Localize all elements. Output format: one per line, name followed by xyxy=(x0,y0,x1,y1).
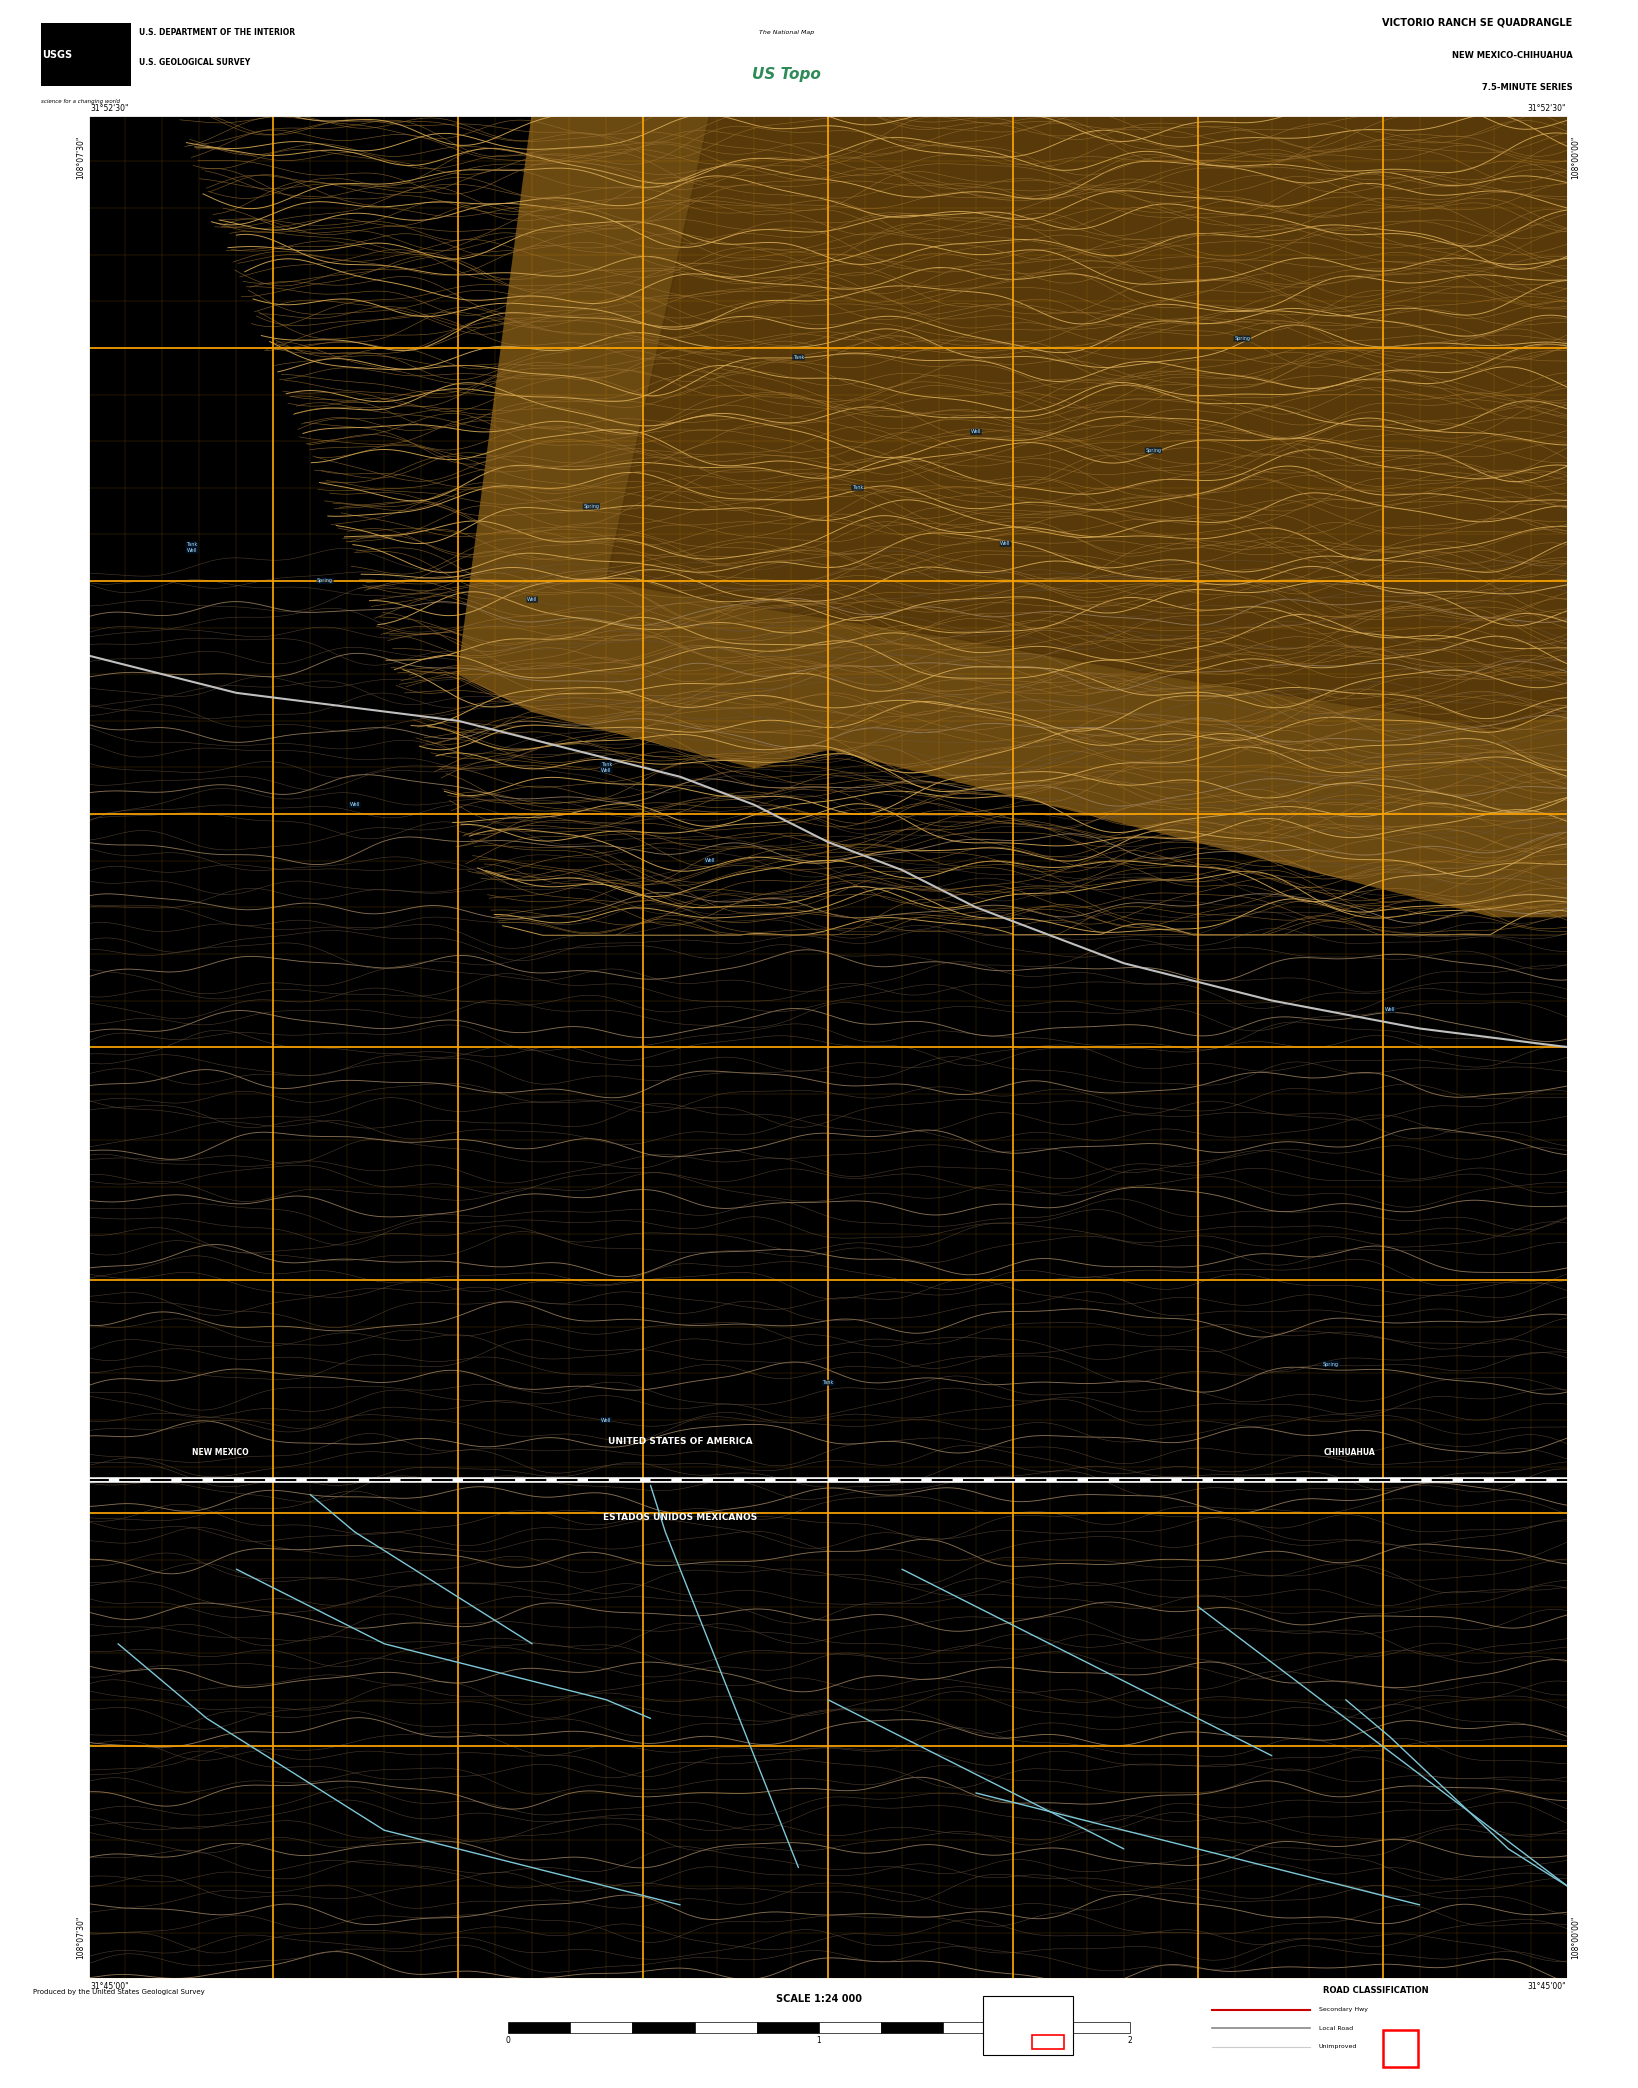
Polygon shape xyxy=(606,115,1568,731)
Text: Spring: Spring xyxy=(1145,449,1161,453)
Text: Well: Well xyxy=(1001,541,1011,547)
Text: Local Road: Local Road xyxy=(1319,2025,1353,2032)
Text: Well: Well xyxy=(1384,1006,1396,1013)
Text: 1: 1 xyxy=(817,2036,821,2046)
Text: Tank
Well: Tank Well xyxy=(601,762,611,773)
Text: NEW MEXICO-CHIHUAHUA: NEW MEXICO-CHIHUAHUA xyxy=(1451,50,1572,61)
Text: VICTORIO RANCH SE QUADRANGLE: VICTORIO RANCH SE QUADRANGLE xyxy=(1382,19,1572,27)
Text: The National Map: The National Map xyxy=(758,29,814,35)
Text: Tank: Tank xyxy=(852,484,863,491)
Text: ROAD CLASSIFICATION: ROAD CLASSIFICATION xyxy=(1324,1986,1428,1994)
Text: 31°52'30": 31°52'30" xyxy=(90,104,129,113)
Bar xyxy=(41,23,131,86)
Bar xyxy=(570,2023,632,2034)
Text: Well: Well xyxy=(349,802,360,808)
Text: U.S. DEPARTMENT OF THE INTERIOR: U.S. DEPARTMENT OF THE INTERIOR xyxy=(139,27,295,38)
Text: Unimproved: Unimproved xyxy=(1319,2044,1356,2048)
Bar xyxy=(819,2023,881,2034)
Text: US Topo: US Topo xyxy=(752,67,821,81)
Bar xyxy=(695,2023,757,2034)
Text: Tank: Tank xyxy=(822,1380,834,1384)
Text: CHIHUAHUA: CHIHUAHUA xyxy=(1324,1449,1376,1457)
Bar xyxy=(632,2023,695,2034)
Text: Well: Well xyxy=(971,430,981,434)
Text: Spring: Spring xyxy=(1233,336,1250,340)
Bar xyxy=(508,2023,570,2034)
Text: Well: Well xyxy=(527,597,537,601)
Text: SCALE 1:24 000: SCALE 1:24 000 xyxy=(776,1994,862,2004)
Text: 108°00'00": 108°00'00" xyxy=(1571,1915,1579,1959)
Text: 31°45'00": 31°45'00" xyxy=(1527,1982,1566,1990)
Bar xyxy=(1068,2023,1130,2034)
Text: 0: 0 xyxy=(506,2036,509,2046)
Text: Well: Well xyxy=(704,858,714,862)
Text: NEW MEXICO: NEW MEXICO xyxy=(192,1449,249,1457)
Bar xyxy=(983,1996,1073,2055)
Text: Tank
Well: Tank Well xyxy=(187,543,198,553)
Bar xyxy=(943,2023,1006,2034)
Text: 108°00'00": 108°00'00" xyxy=(1571,136,1579,180)
Text: 7.5-MINUTE SERIES: 7.5-MINUTE SERIES xyxy=(1482,84,1572,92)
Text: 31°52'30": 31°52'30" xyxy=(1527,104,1566,113)
Text: Spring: Spring xyxy=(583,503,600,509)
Text: UNITED STATES OF AMERICA: UNITED STATES OF AMERICA xyxy=(608,1437,752,1447)
Bar xyxy=(1006,2023,1068,2034)
Text: 108°07'30": 108°07'30" xyxy=(77,136,85,180)
Text: Spring: Spring xyxy=(318,578,333,583)
Text: USGS: USGS xyxy=(43,50,72,61)
Bar xyxy=(881,2023,943,2034)
Bar xyxy=(1382,2030,1419,2067)
Text: science for a changing world: science for a changing world xyxy=(41,98,120,104)
Text: 108°07'30": 108°07'30" xyxy=(77,1915,85,1959)
Text: 31°45'00": 31°45'00" xyxy=(90,1982,129,1990)
Text: Produced by the United States Geological Survey: Produced by the United States Geological… xyxy=(33,1990,205,1996)
Polygon shape xyxy=(459,115,1568,917)
Text: Secondary Hwy: Secondary Hwy xyxy=(1319,2007,1368,2013)
Text: Tank: Tank xyxy=(793,355,804,359)
Text: Well: Well xyxy=(601,1418,611,1422)
Bar xyxy=(1032,2034,1065,2050)
Bar xyxy=(757,2023,819,2034)
Text: U.S. GEOLOGICAL SURVEY: U.S. GEOLOGICAL SURVEY xyxy=(139,58,251,67)
Text: ESTADOS UNIDOS MEXICANOS: ESTADOS UNIDOS MEXICANOS xyxy=(603,1514,757,1522)
Text: 2: 2 xyxy=(1129,2036,1132,2046)
Text: Spring: Spring xyxy=(1324,1361,1338,1368)
